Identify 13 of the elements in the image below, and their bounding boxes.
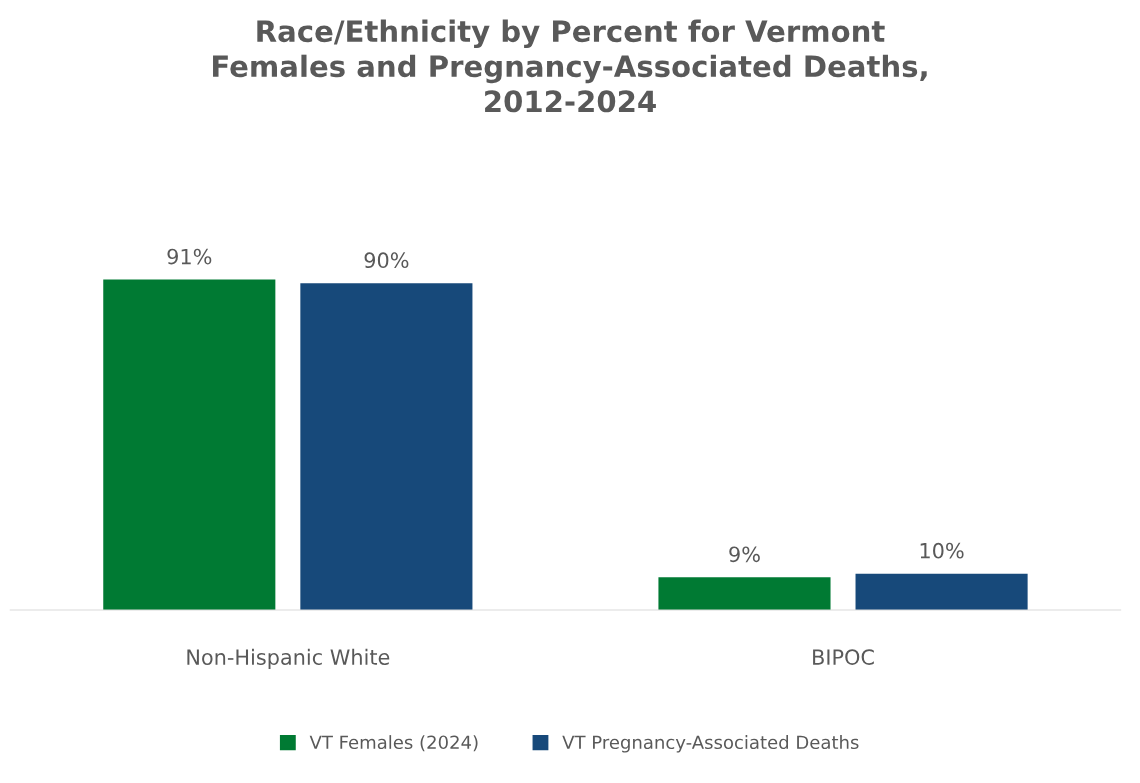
data-label: 9% — [729, 546, 760, 563]
x-tick-label: Non-Hispanic White — [187, 648, 390, 670]
chart-title: Race/Ethnicity by Percent for Vermont Females and Pregnancy-Associated Deaths, 2012-2024 — [213, 19, 927, 113]
bar — [300, 283, 473, 610]
bar — [103, 279, 276, 610]
bar — [658, 577, 831, 610]
x-tick-label: BIPOC — [813, 649, 874, 665]
legend-label: VT Females (2024) — [309, 735, 478, 752]
data-label: 91% — [167, 248, 212, 265]
data-label: 10% — [920, 542, 964, 559]
legend-label: VT Pregnancy-Associated Deaths — [562, 735, 859, 753]
bar — [855, 573, 1028, 610]
data-label: 90% — [364, 252, 409, 269]
